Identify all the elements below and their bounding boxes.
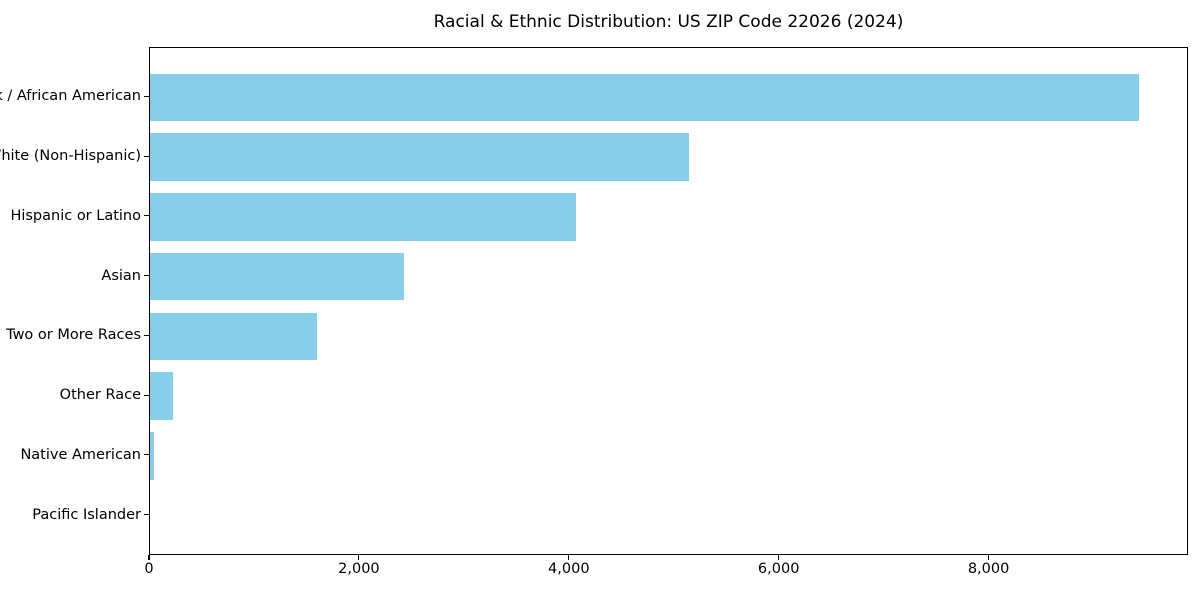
y-axis-label: Pacific Islander <box>32 506 141 523</box>
y-axis-tick-mark <box>144 275 149 277</box>
x-axis-tick-mark <box>148 555 150 560</box>
bar-hispanic-or-latino <box>150 193 577 241</box>
y-axis-label: Black / African American <box>0 88 141 105</box>
y-axis-label: White (Non-Hispanic) <box>0 148 141 165</box>
y-axis-label: Asian <box>101 267 141 284</box>
x-axis-tick-label: 4,000 <box>548 561 590 577</box>
chart-title: Racial & Ethnic Distribution: US ZIP Cod… <box>433 12 904 32</box>
bar-other-race <box>150 372 174 420</box>
y-axis-tick-mark <box>144 454 149 456</box>
x-axis-tick-label: 2,000 <box>338 561 380 577</box>
x-axis-tick-mark <box>358 555 360 560</box>
y-axis-label: Hispanic or Latino <box>10 207 141 224</box>
bar-black-african-american <box>150 73 1139 122</box>
plot-area <box>149 47 1188 555</box>
bar-native-american <box>150 432 155 480</box>
y-axis-label: Other Race <box>59 387 141 404</box>
y-axis-tick-mark <box>144 394 149 396</box>
bar-white-non-hispanic- <box>150 133 690 181</box>
y-axis-tick-mark <box>144 95 149 97</box>
x-axis-tick-mark <box>778 555 780 560</box>
y-axis-tick-mark <box>144 215 149 217</box>
y-axis-label: Two or More Races <box>6 327 141 344</box>
y-axis-tick-mark <box>144 513 149 516</box>
x-axis-tick-mark <box>987 555 990 560</box>
bar-two-or-more-races <box>150 312 317 361</box>
x-axis-tick-label: 6,000 <box>757 561 800 577</box>
y-axis-label: Native American <box>20 446 141 463</box>
x-axis-tick-mark <box>568 555 570 560</box>
y-axis-tick-mark <box>144 334 149 336</box>
x-axis-tick-label: 8,000 <box>967 561 1010 577</box>
y-axis-tick-mark <box>144 155 149 157</box>
bar-asian <box>150 252 404 301</box>
x-axis-tick-label: 0 <box>144 561 154 577</box>
